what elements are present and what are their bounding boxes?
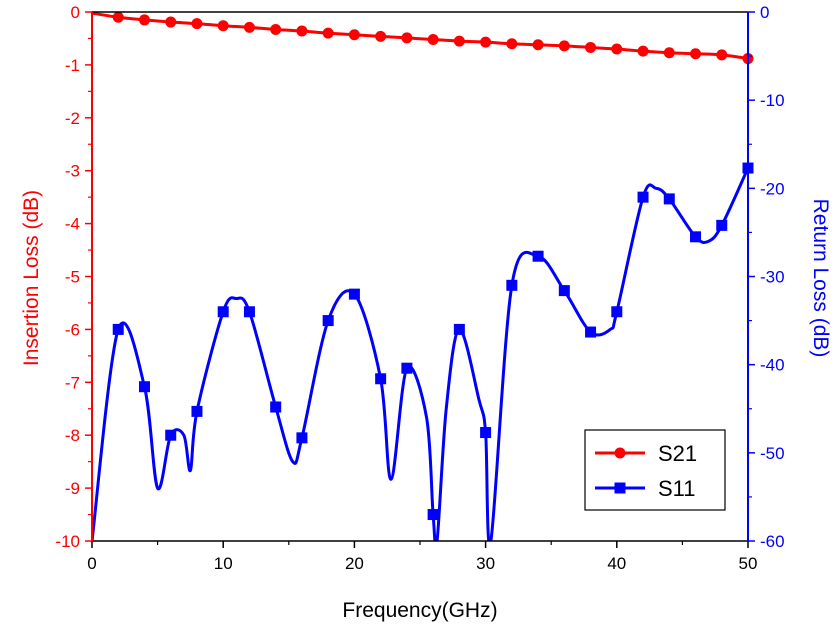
y-axis-right-title: Return Loss (dB)	[809, 199, 832, 358]
series-s11-point	[690, 231, 702, 243]
x-tick-label: 50	[739, 554, 758, 573]
series-s11-point	[585, 326, 597, 338]
y-left-tick-label: -7	[65, 373, 80, 392]
series-s11-point	[637, 191, 649, 203]
series-s21-point	[165, 16, 177, 28]
series-s11-point	[427, 509, 439, 521]
series-s21-point	[296, 25, 308, 37]
series-s11-point	[401, 362, 413, 374]
y-left-tick-label: -10	[55, 532, 80, 551]
series-s11-point	[558, 285, 570, 297]
series-s21-point	[322, 27, 334, 39]
y-left-tick-label: -2	[65, 109, 80, 128]
series-s11-point	[165, 429, 177, 441]
series-s11-point	[480, 427, 492, 439]
legend-s11-marker	[614, 482, 626, 494]
series-s21-point	[191, 18, 203, 30]
x-tick-label: 30	[476, 554, 495, 573]
series-s21-point	[611, 43, 623, 55]
legend-box	[584, 429, 726, 511]
series-s21-point	[375, 30, 387, 42]
y-axis-left-title: Insertion Loss (dB)	[20, 190, 43, 366]
series-s21-point	[480, 36, 492, 48]
series-s21-point	[690, 48, 702, 60]
series-s11-point	[611, 306, 623, 318]
series-s21-point	[270, 23, 282, 35]
series-s21-point	[217, 20, 229, 32]
series-s21-point	[453, 35, 465, 47]
y-left-tick-label: -6	[65, 320, 80, 339]
series-s21-point	[348, 29, 360, 41]
series-s11-point	[243, 306, 255, 318]
y-right-tick-label: -40	[760, 356, 785, 375]
series-s21-point	[532, 39, 544, 51]
series-s11-point	[191, 405, 203, 417]
legend: S21 S11	[584, 429, 726, 511]
series-s21-point	[585, 41, 597, 53]
series-s11-point	[217, 306, 229, 318]
y-left-tick-label: -8	[65, 426, 80, 445]
series-s21-point	[401, 32, 413, 44]
y-left-tick-label: -4	[65, 215, 80, 234]
series-s11-point	[663, 193, 675, 205]
series-s11-point	[138, 381, 150, 393]
series-s11-point	[453, 323, 465, 335]
y-left-tick-label: 0	[71, 3, 80, 22]
y-left-tick-label: -5	[65, 268, 80, 287]
y-left-tick-label: -9	[65, 479, 80, 498]
y-right-tick-label: -10	[760, 91, 785, 110]
series-s21-point	[716, 49, 728, 61]
series-s21-point	[558, 40, 570, 52]
series-s11-point	[716, 219, 728, 231]
x-tick-label: 0	[87, 554, 96, 573]
series-s21-point	[663, 47, 675, 59]
series-s11-point	[322, 315, 334, 327]
series-s21-line	[92, 11, 749, 61]
legend-s11-label: S11	[658, 476, 696, 501]
y-right-tick-label: -30	[760, 268, 785, 287]
series-s21-point	[506, 38, 518, 50]
legend-s21-label: S21	[658, 441, 697, 466]
y-left-tick-label: -1	[65, 56, 80, 75]
series-s21-point	[243, 21, 255, 33]
series-s11-point	[348, 288, 360, 300]
y-right-tick-label: 0	[760, 3, 769, 22]
series-s21-point	[637, 45, 649, 57]
series-s21-point	[112, 11, 124, 23]
y-left-tick-label: -3	[65, 162, 80, 181]
x-tick-label: 10	[214, 554, 233, 573]
series-s11-point	[270, 401, 282, 413]
legend-s21-marker	[614, 447, 626, 459]
x-tick-label: 20	[345, 554, 364, 573]
series-s11-point	[532, 250, 544, 262]
series-s11-point	[506, 279, 518, 291]
series-s11-point	[296, 432, 308, 444]
series-s21-point	[427, 34, 439, 46]
x-axis-title: Frequency(GHz)	[342, 599, 497, 622]
series-s21-point	[138, 14, 150, 26]
y-right-tick-label: -20	[760, 179, 785, 198]
series-s11-point	[375, 373, 387, 385]
x-tick-label: 40	[607, 554, 626, 573]
series-s11-point	[112, 323, 124, 335]
y-right-tick-label: -50	[760, 444, 785, 463]
y-right-tick-label: -60	[760, 532, 785, 551]
